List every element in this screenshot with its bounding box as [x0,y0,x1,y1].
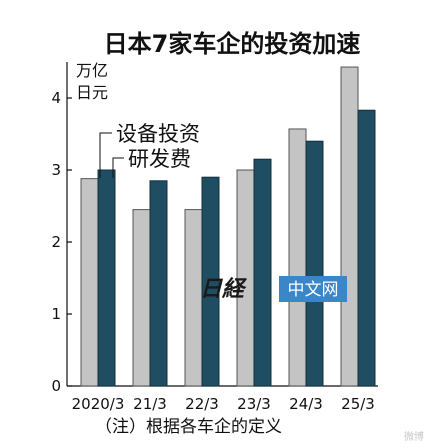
y-tick-label: 4 [51,89,61,107]
chart-title: 日本7家车企的投资加速 [104,30,361,58]
watermark-site: 中文网 [288,280,339,300]
watermark-brand: 日経 [200,276,248,302]
y-tick-label: 3 [51,161,61,179]
watermark: 日経 中文网 [200,276,347,302]
x-ticks: 2020/3 21/3 22/3 23/3 24/3 25/3 [72,395,375,413]
legend-leader-rnd [112,157,124,178]
equipment-bar [132,209,151,387]
x-tick-label: 24/3 [289,395,323,413]
x-tick-label: 21/3 [133,395,167,413]
rnd-bar [201,176,220,387]
rnd-bar [253,158,272,387]
y-unit-line2: 日元 [76,83,108,102]
y-ticks: 0 1 2 3 4 [51,89,72,395]
watermark-badge [279,276,347,302]
y-tick-label: 0 [51,377,61,395]
weibo-watermark: 微博 [404,430,424,443]
rnd-bar [305,140,324,387]
bars [80,66,376,387]
x-tick-label: 2020/3 [72,395,125,413]
equipment-bar [288,128,307,387]
legend-label-rnd: 研发费 [128,147,191,171]
rnd-bar [149,180,168,387]
x-tick-label: 25/3 [341,395,375,413]
legend-label-equipment: 设备投资 [116,122,200,146]
y-tick-label: 2 [51,233,61,251]
equipment-bar [340,66,359,387]
x-tick-label: 22/3 [185,395,219,413]
rnd-bar [97,169,116,387]
x-tick-label: 23/3 [237,395,271,413]
rnd-bar [357,109,376,387]
legend: 设备投资 研发费 [99,122,200,178]
equipment-bar [80,178,99,387]
y-unit-line1: 万亿 [76,61,108,80]
y-tick-label: 1 [51,305,61,323]
footnote: （注）根据各车企的定义 [95,417,282,437]
legend-leader-equipment [99,132,112,178]
